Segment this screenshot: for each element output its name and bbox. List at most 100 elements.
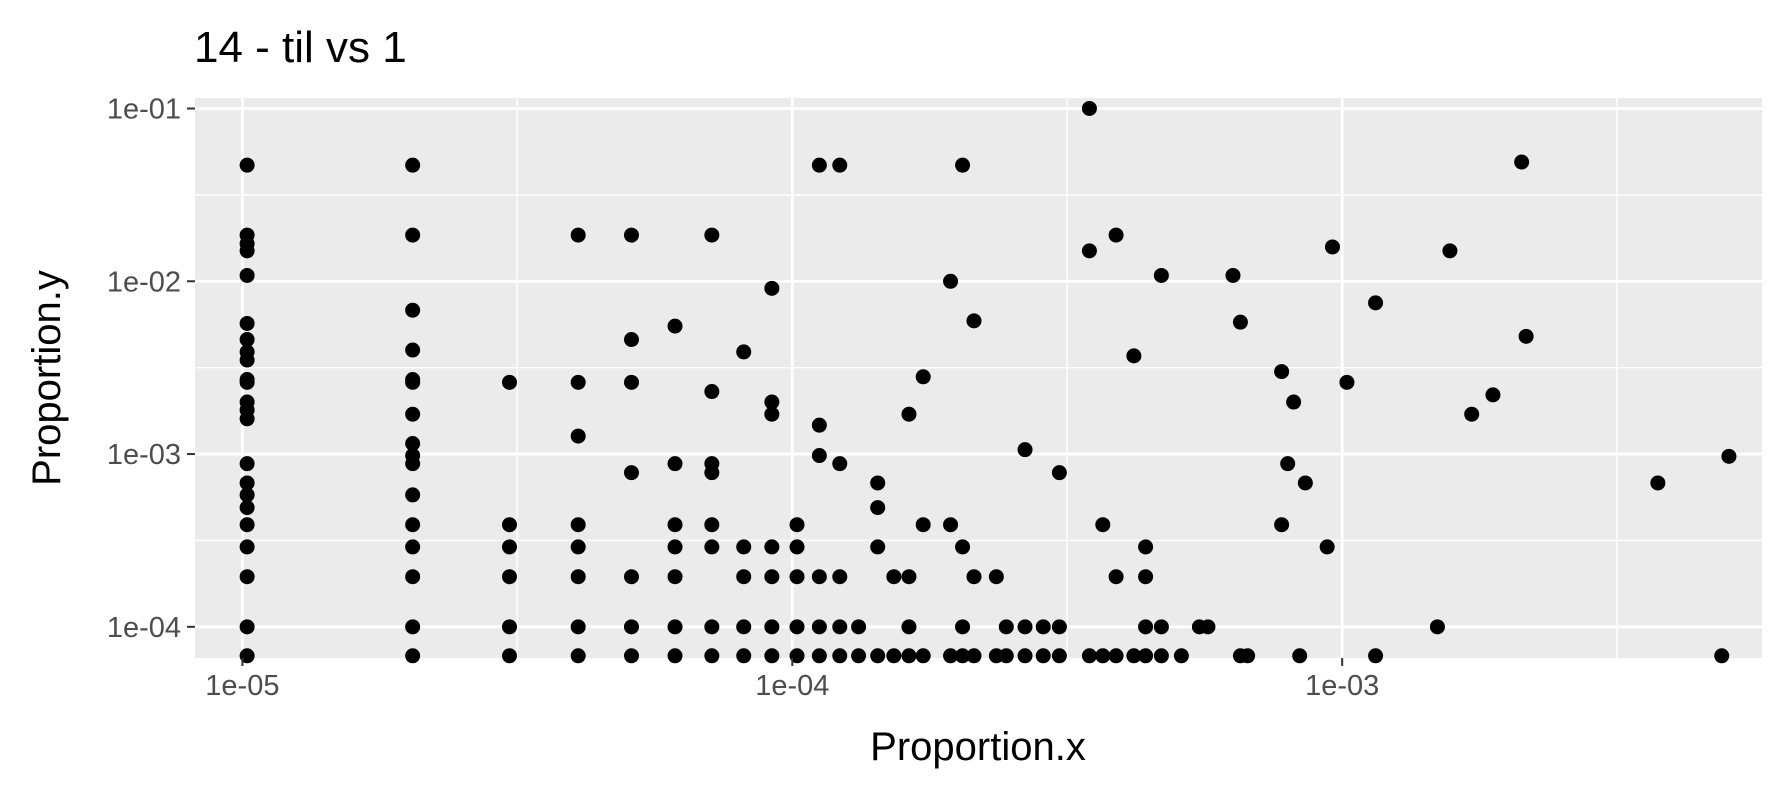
data-point [1368, 648, 1384, 664]
data-point [667, 318, 683, 334]
data-point [1153, 267, 1169, 283]
data-point [736, 619, 752, 635]
data-point [1514, 154, 1530, 170]
data-point [1017, 442, 1033, 458]
data-point [1153, 648, 1169, 664]
data-point [570, 517, 586, 533]
data-point [1051, 648, 1067, 664]
data-point [239, 539, 255, 555]
data-point [501, 374, 517, 390]
data-point [405, 302, 421, 318]
data-point [943, 273, 959, 289]
data-point [239, 352, 255, 368]
data-point [998, 648, 1014, 664]
data-point [943, 648, 959, 664]
data-point [570, 539, 586, 555]
data-point [764, 280, 780, 296]
data-point [789, 517, 805, 533]
y-tick-label: 1e-04 [107, 612, 181, 644]
data-point [570, 569, 586, 585]
data-point [1339, 374, 1355, 390]
data-point [704, 227, 720, 243]
data-point [405, 227, 421, 243]
data-point [239, 487, 255, 503]
data-point [764, 539, 780, 555]
data-point [811, 648, 827, 664]
data-point [1108, 569, 1124, 585]
data-point [1721, 448, 1737, 464]
data-point [239, 411, 255, 427]
data-point [239, 475, 255, 491]
data-point [811, 417, 827, 433]
data-point [1081, 243, 1097, 259]
data-point [1274, 364, 1290, 380]
data-point [1153, 619, 1169, 635]
data-point [1297, 475, 1313, 491]
data-point [966, 569, 982, 585]
data-point [1650, 475, 1666, 491]
data-point [915, 517, 931, 533]
data-point [405, 569, 421, 585]
data-point [901, 406, 917, 422]
data-point [1464, 406, 1480, 422]
data-point [501, 569, 517, 585]
y-tick-label: 1e-03 [107, 439, 181, 471]
data-point [1095, 517, 1111, 533]
data-point [405, 487, 421, 503]
data-point [667, 517, 683, 533]
data-point [736, 344, 752, 360]
data-point [239, 315, 255, 331]
data-point [1200, 619, 1216, 635]
data-point [1126, 648, 1142, 664]
chart-title: 14 - til vs 1 [194, 23, 407, 72]
plot-panel [195, 98, 1762, 658]
data-point [870, 500, 886, 516]
data-point [988, 569, 1004, 585]
data-point [623, 569, 639, 585]
data-point [405, 456, 421, 472]
data-point [239, 332, 255, 348]
data-point [405, 342, 421, 358]
data-point [1126, 348, 1142, 364]
data-point [955, 619, 971, 635]
data-point [570, 428, 586, 444]
data-point [704, 648, 720, 664]
data-point [501, 648, 517, 664]
y-axis-title: Proportion.y [25, 270, 69, 486]
data-point [851, 648, 867, 664]
data-point [239, 517, 255, 533]
major-gridlines [195, 98, 1762, 658]
data-point [1108, 648, 1124, 664]
data-point [832, 648, 848, 664]
data-point [1429, 619, 1445, 635]
data-point [1368, 295, 1384, 311]
data-point [1518, 328, 1534, 344]
data-point [1108, 227, 1124, 243]
data-point [915, 369, 931, 385]
data-point [870, 539, 886, 555]
data-point [811, 619, 827, 635]
data-point [667, 619, 683, 635]
data-point [704, 539, 720, 555]
data-point [239, 267, 255, 283]
data-point [789, 569, 805, 585]
data-point [1017, 619, 1033, 635]
x-axis: 1e-05 1e-04 1e-03 [205, 658, 1379, 702]
y-tick-label: 1e-01 [107, 93, 181, 125]
data-point [1051, 619, 1067, 635]
data-point [239, 243, 255, 259]
data-point [570, 374, 586, 390]
data-point [570, 619, 586, 635]
data-point [811, 157, 827, 173]
data-point [886, 648, 902, 664]
data-point [623, 619, 639, 635]
data-point [239, 157, 255, 173]
data-point [736, 648, 752, 664]
data-point [1035, 619, 1051, 635]
data-point [998, 619, 1014, 635]
x-tick-label: 1e-03 [1305, 670, 1379, 702]
data-point [570, 227, 586, 243]
data-point [901, 619, 917, 635]
data-point [667, 569, 683, 585]
data-point [736, 539, 752, 555]
